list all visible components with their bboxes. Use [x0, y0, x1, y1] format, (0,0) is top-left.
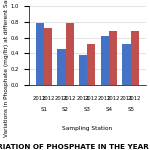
Text: S4: S4 [105, 107, 112, 112]
Bar [109, 31, 117, 85]
Bar [36, 23, 44, 85]
Bar [57, 49, 66, 85]
Bar [66, 23, 74, 85]
Bar [87, 44, 96, 85]
Text: S5: S5 [127, 107, 134, 112]
Bar [122, 44, 131, 85]
Y-axis label: Variations in Phosphate (mg/ltr) at different Sampling stations: Variations in Phosphate (mg/ltr) at diff… [4, 0, 9, 137]
Bar [131, 31, 139, 85]
Text: S3: S3 [84, 107, 91, 112]
Text: Fig 2: VARIATION OF PHOSPHATE IN THE YEAR 2011 – 12: Fig 2: VARIATION OF PHOSPHATE IN THE YEA… [0, 144, 150, 150]
Bar [44, 28, 52, 85]
Text: S2: S2 [62, 107, 69, 112]
Text: S1: S1 [40, 107, 47, 112]
Bar [101, 36, 109, 85]
Bar [79, 55, 87, 85]
X-axis label: Sampling Station: Sampling Station [62, 126, 112, 131]
